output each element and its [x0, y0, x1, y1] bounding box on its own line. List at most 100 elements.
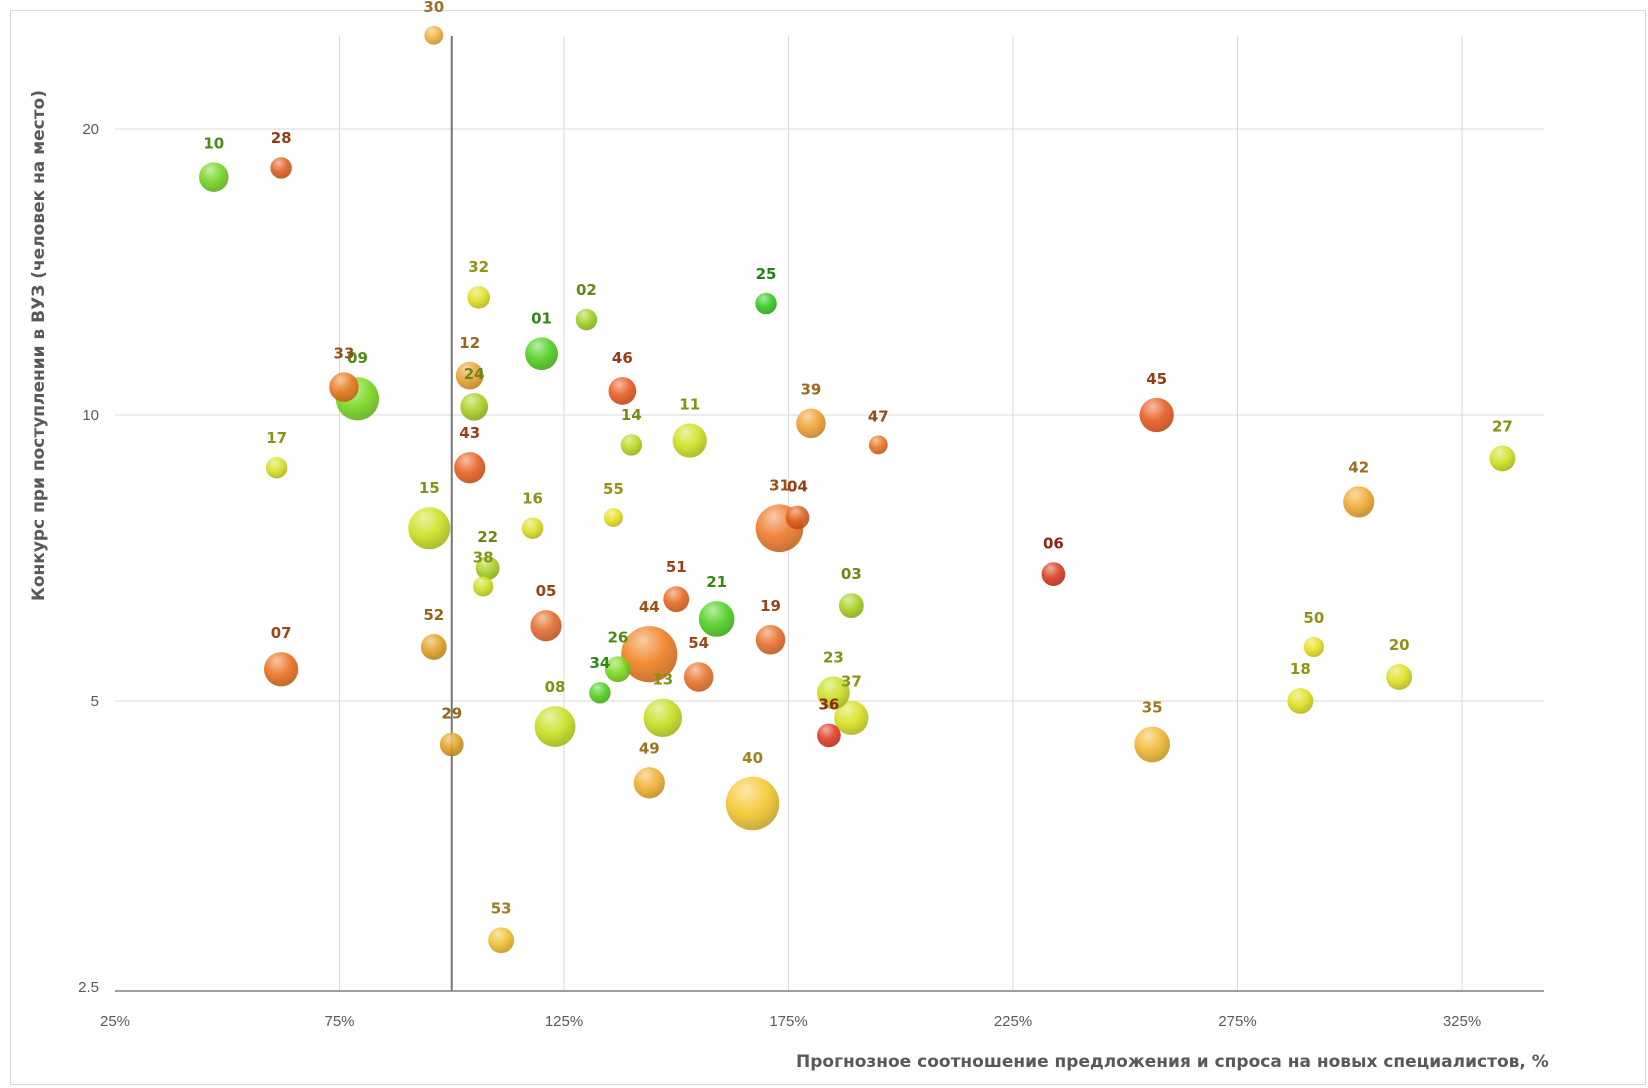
bubble-label-17: 17: [266, 429, 287, 447]
bubble-55: [603, 508, 623, 527]
bubble-label-11: 11: [679, 395, 700, 413]
bubble-label-52: 52: [423, 606, 444, 624]
bubble-label-49: 49: [639, 739, 660, 757]
bubble-27: [1489, 445, 1516, 472]
bubble-label-22: 22: [477, 528, 498, 546]
bubble-label-13: 13: [652, 671, 673, 689]
bubble-24: [460, 392, 489, 421]
bubble-06: [1041, 562, 1066, 587]
bubble-label-42: 42: [1348, 458, 1369, 476]
bubble-30: [424, 25, 444, 45]
bubble-label-26: 26: [607, 628, 628, 646]
bubble-32: [467, 286, 491, 309]
bubble-label-54: 54: [688, 634, 709, 652]
x-tick-label: 75%: [324, 1013, 354, 1030]
bubble-label-07: 07: [271, 624, 292, 642]
bubble-label-24: 24: [464, 365, 485, 383]
bubble-label-38: 38: [473, 548, 494, 566]
bubble-14: [620, 434, 643, 456]
bubble-49: [633, 767, 665, 799]
bubble-label-15: 15: [419, 479, 440, 497]
bubble-35: [1134, 726, 1171, 763]
bubble-label-21: 21: [706, 573, 727, 591]
bubble-label-20: 20: [1389, 636, 1410, 654]
bubble-50: [1303, 636, 1324, 658]
bubble-label-30: 30: [423, 0, 444, 16]
bubble-label-44: 44: [639, 598, 660, 616]
bubble-05: [530, 610, 562, 642]
bubble-29: [439, 732, 464, 757]
bubble-01: [525, 337, 558, 371]
bubbles: [199, 25, 1516, 954]
bubble-label-27: 27: [1492, 418, 1513, 436]
bubble-label-46: 46: [612, 349, 633, 367]
y-tick-label: 20: [82, 121, 99, 138]
bubble-label-28: 28: [271, 129, 292, 147]
bubble-03: [838, 593, 864, 619]
bubble-label-14: 14: [621, 406, 642, 424]
bubble-38: [473, 576, 494, 597]
bubble-22: [475, 556, 500, 580]
y-axis-title: Конкурс при поступлении в ВУЗ (человек н…: [29, 90, 49, 601]
bubble-13: [643, 698, 682, 738]
bubble-36: [817, 723, 841, 748]
y-tick-label: 5: [91, 693, 99, 710]
bubble-label-43: 43: [459, 424, 480, 442]
bubble-label-53: 53: [491, 899, 512, 917]
bubble-52: [420, 634, 447, 660]
x-tick-label: 25%: [100, 1013, 130, 1030]
bubble-label-23: 23: [823, 648, 844, 666]
bubble-23: [817, 676, 850, 710]
bubble-label-12: 12: [459, 334, 480, 352]
bubble-33: [329, 372, 359, 402]
bubble-label-05: 05: [536, 582, 557, 600]
x-tick-label: 225%: [994, 1013, 1032, 1030]
x-axis-title: Прогнозное соотношение предложения и спр…: [796, 1052, 1549, 1072]
bubble-08: [534, 706, 576, 747]
bubble-10: [199, 162, 229, 192]
bubble-label-04: 04: [787, 478, 808, 496]
bubble-label-34: 34: [589, 654, 610, 672]
bubble-label-36: 36: [818, 696, 839, 714]
bubble-label-50: 50: [1303, 609, 1324, 627]
grid-lines: [115, 36, 1544, 991]
bubble-label-39: 39: [801, 381, 822, 399]
bubble-04: [785, 505, 810, 530]
bubble-16: [521, 517, 544, 539]
bubble-label-55: 55: [603, 480, 624, 498]
bubble-label-01: 01: [531, 309, 552, 327]
bubble-label-51: 51: [666, 558, 687, 576]
bubble-42: [1343, 486, 1375, 518]
bubble-51: [663, 586, 690, 613]
bubble-labels: 01 02 03 04 05 06 07 08 09 10 11 12 13 14 15 16 17 18 19 20…: [203, 0, 1513, 917]
bubble-43: [454, 452, 486, 484]
x-tick-label: 275%: [1218, 1013, 1256, 1030]
bubble-label-32: 32: [468, 258, 489, 276]
bubble-25: [755, 292, 777, 315]
bubble-47: [868, 435, 888, 455]
bubble-label-09: 09: [347, 349, 368, 367]
chart-frame: [10, 10, 1646, 1085]
bubble-15: [408, 507, 451, 550]
bubble-40: [725, 776, 780, 831]
bubble-20: [1386, 664, 1413, 690]
bubble-label-33: 33: [334, 344, 355, 362]
bubble-34: [589, 682, 611, 704]
bubble-17: [265, 457, 288, 479]
x-tick-label: 125%: [545, 1013, 583, 1030]
bubble-12: [455, 361, 484, 390]
bubble-label-31: 31: [769, 476, 790, 494]
bubble-label-35: 35: [1142, 699, 1163, 717]
bubble-18: [1287, 688, 1314, 714]
tick-labels: 25% 75% 125% 175% 225% 275% 325% 2.5 5 10 20: [78, 121, 1481, 1030]
bubble-label-47: 47: [868, 408, 889, 426]
bubble-label-03: 03: [841, 565, 862, 583]
y-tick-label: 10: [82, 407, 99, 424]
bubble-54: [683, 662, 714, 692]
bubble-19: [755, 625, 786, 655]
bubble-21: [698, 601, 735, 637]
bubble-26: [604, 656, 631, 683]
bubble-44: [621, 626, 678, 683]
bubble-46: [608, 377, 637, 405]
